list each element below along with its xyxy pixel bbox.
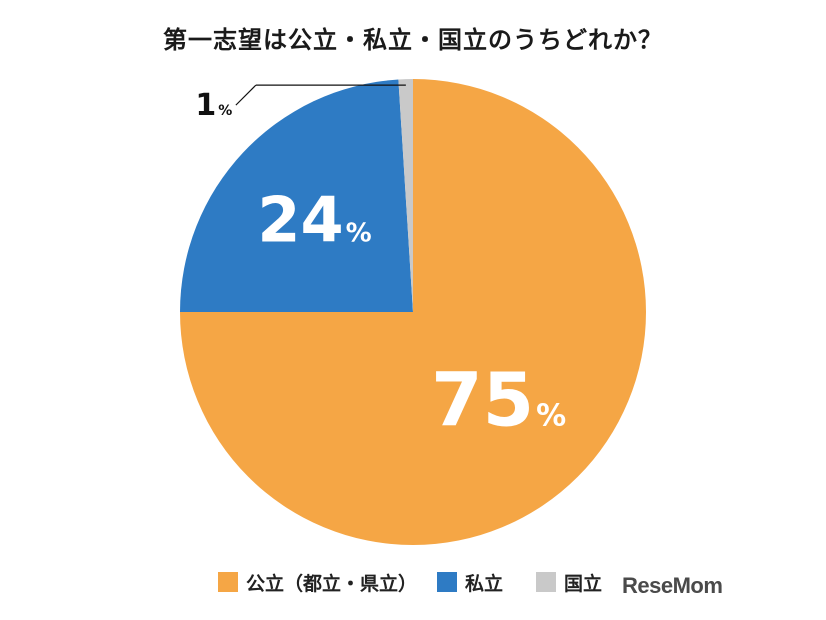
legend-label-private: 私立 (465, 572, 504, 595)
legend-label-national: 国立 (564, 572, 603, 595)
resemom-logo: ReseMom (622, 573, 723, 598)
legend-swatch-private (437, 572, 457, 592)
data-label-private: 24% (257, 183, 371, 256)
chart-title: 第一志望は公立・私立・国立のうちどれか？ (163, 26, 663, 54)
data-label-public: 75% (431, 358, 566, 444)
pie-slice-private (180, 79, 413, 312)
legend: 公立（都立・県立） 私立 国立 (0, 566, 826, 598)
legend-item-national: 国立 (536, 566, 602, 598)
pie-slices (180, 79, 646, 545)
leader-line-elbow (235, 84, 257, 106)
legend-label-public: 公立（都立・県立） (246, 572, 418, 595)
legend-item-private: 私立 (437, 566, 503, 598)
legend-swatch-public (218, 572, 238, 592)
pie-slice-national (398, 79, 413, 312)
legend-swatch-national (536, 572, 556, 592)
pie-labels: 75% 24% 1% (195, 88, 566, 444)
data-label-national: 1% (195, 88, 232, 123)
legend-item-public: 公立（都立・県立） (218, 566, 417, 598)
